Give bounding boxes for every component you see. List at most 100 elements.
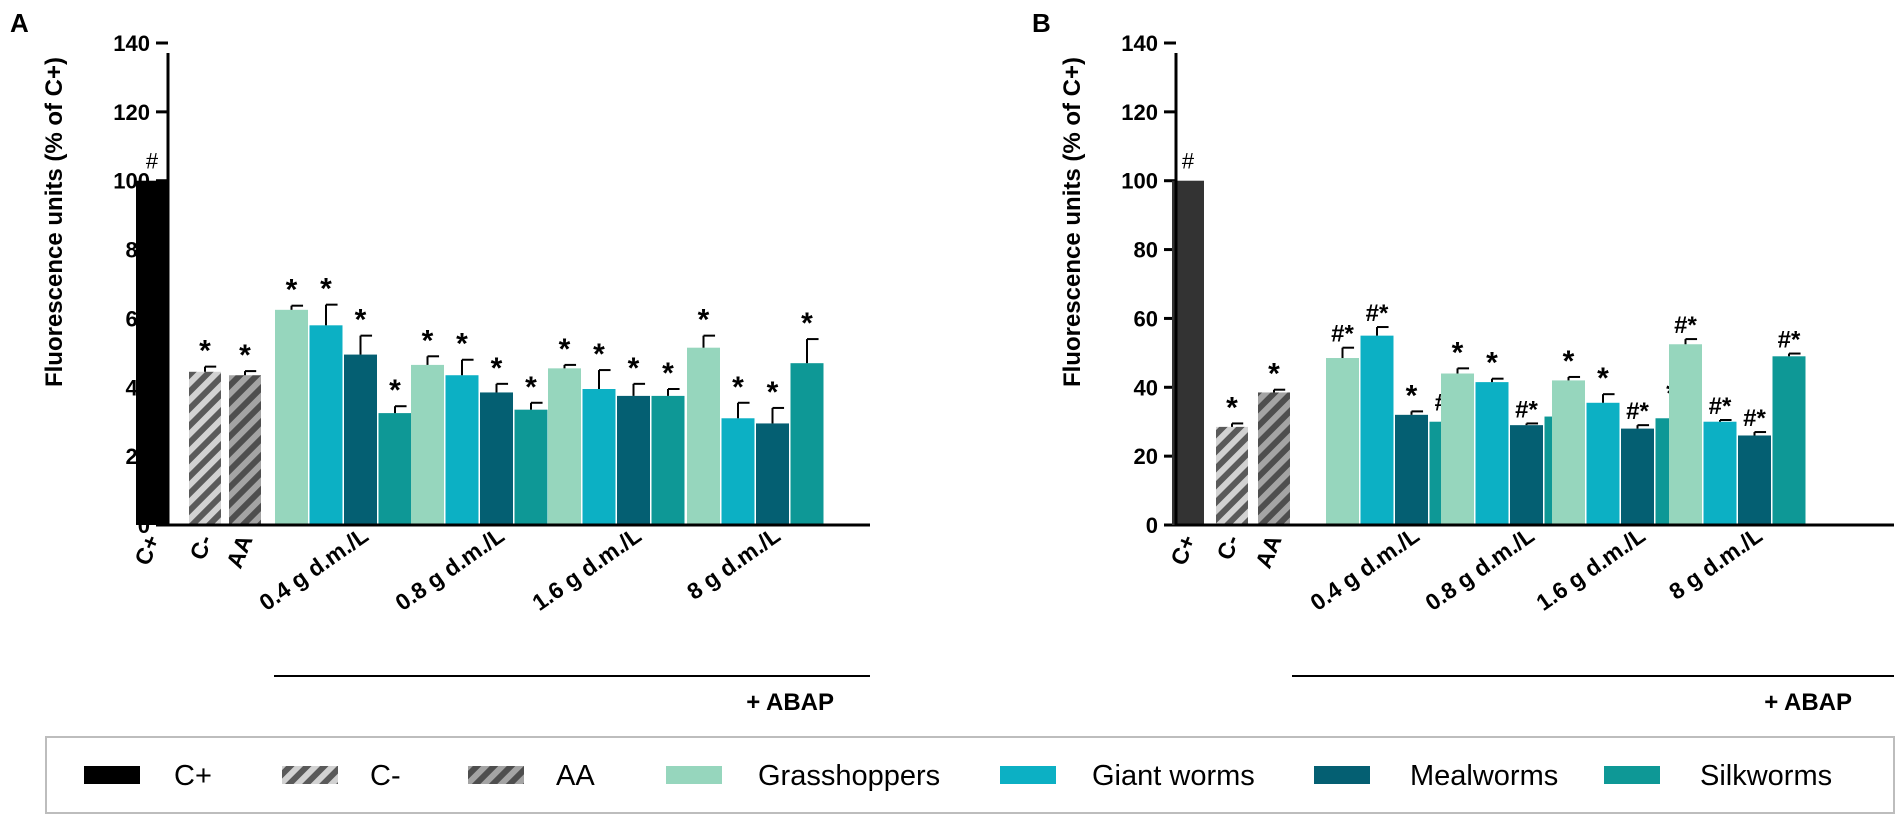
panel-a-0-8-g-d-m-l-mealworms-bar xyxy=(480,392,513,525)
panel-b-y-tick-label: 120 xyxy=(1121,100,1158,125)
panel-a-x-label-cminus: C- xyxy=(184,531,217,563)
panel-b-0-8-g-d-m-l-grasshoppers-bar xyxy=(1441,373,1474,525)
panel-b-0-4-g-d-m-l-grasshoppers-error-bar xyxy=(1341,346,1355,359)
panel-a-8-g-d-m-l-silkworms-bar xyxy=(790,363,824,525)
panel-a-cplus-significance-mark: # xyxy=(146,149,159,174)
panel-a-group-label-0-8-g-d-m-l: 0.8 g d.m./L xyxy=(390,522,509,616)
panel-a-x-label-cplus: C+ xyxy=(129,531,164,569)
panel-a-8-g-d-m-l-giant-worms-bar xyxy=(721,418,755,525)
panel-b-0-8-g-d-m-l-mealworms-significance-mark: #* xyxy=(1515,396,1538,423)
panel-b-8-g-d-m-l-mealworms-error-bar xyxy=(1753,431,1767,436)
panel-a-group-label-8-g-d-m-l: 8 g d.m./L xyxy=(682,522,785,605)
panel-a-0-4-g-d-m-l-giant-worms-bar xyxy=(309,325,343,525)
panel-b-8-g-d-m-l-silkworms-significance-mark: #* xyxy=(1778,327,1801,354)
panel-a-8-g-d-m-l-mealworms-significance-mark: * xyxy=(767,376,779,409)
panel-a-0-8-g-d-m-l-giant-worms-significance-mark: * xyxy=(456,328,468,361)
panel-a-8-g-d-m-l-mealworms-error-bar xyxy=(771,406,785,424)
panel-b-cminus-error-bar xyxy=(1231,422,1244,427)
panel-b-label: B xyxy=(1032,8,1051,38)
panel-a-1-6-g-d-m-l-silkworms-error-bar xyxy=(667,388,680,396)
panel-b-8-g-d-m-l-giant-worms-bar xyxy=(1703,421,1737,525)
panel-b-chart: B Fluorescence units (% of C+) 0 20 40 60 80… xyxy=(1032,8,1894,716)
panel-b-1-6-g-d-m-l-mealworms-significance-mark: #* xyxy=(1626,398,1649,425)
panel-a-cminus-significance-mark: * xyxy=(199,335,211,368)
legend-swatch-silkworms xyxy=(1604,766,1660,784)
panel-a-cminus-bar xyxy=(189,371,221,525)
panel-b-8-g-d-m-l-silkworms-error-bar xyxy=(1788,352,1801,357)
panel-a-0-8-g-d-m-l-mealworms-significance-mark: * xyxy=(491,352,503,385)
panel-a-aa-error-bar xyxy=(244,370,257,376)
panel-b-0-4-g-d-m-l-giant-worms-significance-mark: #* xyxy=(1366,300,1389,327)
panel-a-0-4-g-d-m-l-silkworms-error-bar xyxy=(394,405,407,414)
panel-a-group-label-1-6-g-d-m-l: 1.6 g d.m./L xyxy=(527,522,646,616)
panel-a-1-6-g-d-m-l-giant-worms-significance-mark: * xyxy=(593,338,605,371)
panel-b-group-label-0-4-g-d-m-l: 0.4 g d.m./L xyxy=(1305,522,1424,616)
panel-a-8-g-d-m-l-grasshoppers-bar xyxy=(687,347,720,525)
panel-a-0-8-g-d-m-l-grasshoppers-bar xyxy=(411,364,444,525)
panel-b-aa-significance-mark: * xyxy=(1268,358,1280,391)
panel-b-group-label-1-6-g-d-m-l: 1.6 g d.m./L xyxy=(1531,522,1650,616)
panel-a-aa-significance-mark: * xyxy=(239,339,251,372)
legend-label-silkworms: Silkworms xyxy=(1700,760,1832,792)
panel-a-0-8-g-d-m-l-grasshoppers-error-bar xyxy=(426,355,440,365)
legend-label-giant-worms: Giant worms xyxy=(1092,760,1255,792)
panel-a-cminus-error-bar xyxy=(204,365,217,372)
panel-b-cminus-bar xyxy=(1216,426,1248,525)
panel-a-y-tick-label: 120 xyxy=(113,100,150,125)
panel-a-8-g-d-m-l-giant-worms-significance-mark: * xyxy=(732,371,744,404)
panel-b-1-6-g-d-m-l-mealworms-error-bar xyxy=(1636,424,1650,429)
panel-b-y-tick-label: 0 xyxy=(1146,513,1158,538)
panel-a-0-8-g-d-m-l-mealworms-error-bar xyxy=(495,382,509,393)
panel-b-y-tick-label: 40 xyxy=(1134,375,1158,400)
panel-a-8-g-d-m-l-grasshoppers-error-bar xyxy=(702,334,716,348)
panel-b-0-4-g-d-m-l-grasshoppers-bar xyxy=(1326,358,1359,525)
panel-a-0-4-g-d-m-l-grasshoppers-significance-mark: * xyxy=(286,274,298,307)
panel-b-y-tick-label: 140 xyxy=(1121,31,1158,56)
panel-b-0-4-g-d-m-l-grasshoppers-significance-mark: #* xyxy=(1331,321,1354,348)
legend-label-aa: AA xyxy=(556,760,595,792)
panel-b-0-4-g-d-m-l-mealworms-bar xyxy=(1395,414,1428,525)
legend-box xyxy=(45,736,1895,814)
panel-b-y-tick-label: 20 xyxy=(1134,444,1158,469)
panel-a-8-g-d-m-l-silkworms-error-bar xyxy=(806,338,819,364)
panel-a-abap-label: + ABAP xyxy=(746,689,834,716)
panel-b-0-8-g-d-m-l-mealworms-bar xyxy=(1510,425,1543,525)
panel-a-1-6-g-d-m-l-silkworms-bar xyxy=(651,395,685,525)
panel-a-1-6-g-d-m-l-giant-worms-error-bar xyxy=(598,369,611,390)
panel-a-0-8-g-d-m-l-giant-worms-error-bar xyxy=(461,358,474,376)
panel-a-1-6-g-d-m-l-mealworms-error-bar xyxy=(632,382,646,396)
legend-swatch-aa xyxy=(468,766,524,784)
panel-a-0-4-g-d-m-l-giant-worms-significance-mark: * xyxy=(320,273,332,306)
legend-swatch-grasshoppers xyxy=(666,766,722,784)
panel-b-1-6-g-d-m-l-grasshoppers-significance-mark: * xyxy=(1563,345,1575,378)
panel-a-label: A xyxy=(10,8,29,38)
panel-a-0-4-g-d-m-l-grasshoppers-error-bar xyxy=(290,304,304,310)
panel-b-y-tick-label: 80 xyxy=(1134,238,1158,263)
panel-b-0-8-g-d-m-l-grasshoppers-error-bar xyxy=(1456,367,1470,374)
panel-a-1-6-g-d-m-l-grasshoppers-error-bar xyxy=(563,363,577,369)
panel-b-x-label-cminus: C- xyxy=(1211,531,1244,563)
panel-a-0-4-g-d-m-l-giant-worms-error-bar xyxy=(325,303,338,326)
legend-label-cplus: C+ xyxy=(174,760,212,792)
panel-b-0-8-g-d-m-l-grasshoppers-significance-mark: * xyxy=(1452,336,1464,369)
panel-a-group-label-0-4-g-d-m-l: 0.4 g d.m./L xyxy=(254,522,373,616)
panel-b-x-label-cplus: C+ xyxy=(1165,531,1200,569)
panel-b-group-label-8-g-d-m-l: 8 g d.m./L xyxy=(1664,522,1767,605)
panel-b-8-g-d-m-l-giant-worms-error-bar xyxy=(1719,418,1732,422)
panel-a-0-8-g-d-m-l-silkworms-error-bar xyxy=(530,401,543,410)
panel-b-group-label-0-8-g-d-m-l: 0.8 g d.m./L xyxy=(1420,522,1539,616)
panel-b-8-g-d-m-l-giant-worms-significance-mark: #* xyxy=(1709,393,1732,420)
legend-swatch-cminus xyxy=(282,766,338,784)
panel-a-1-6-g-d-m-l-mealworms-significance-mark: * xyxy=(628,352,640,385)
panel-b-1-6-g-d-m-l-grasshoppers-bar xyxy=(1552,380,1585,525)
panel-b-aa-bar xyxy=(1258,392,1290,525)
panel-a-8-g-d-m-l-mealworms-bar xyxy=(756,423,789,525)
panel-b-8-g-d-m-l-grasshoppers-significance-mark: #* xyxy=(1674,312,1697,339)
panel-b-aa-error-bar xyxy=(1273,388,1286,393)
panel-b-plot-area: # C+ * C- * AA #* #* * #* 0.4 g d.m./L * * #* * 0.8 g d… xyxy=(1165,149,1806,616)
panel-a-1-6-g-d-m-l-silkworms-significance-mark: * xyxy=(662,357,674,390)
panel-a-0-8-g-d-m-l-silkworms-bar xyxy=(514,409,548,525)
panel-a-8-g-d-m-l-giant-worms-error-bar xyxy=(737,401,750,419)
panel-a-0-8-g-d-m-l-giant-worms-bar xyxy=(445,375,479,525)
panel-a-0-4-g-d-m-l-mealworms-significance-mark: * xyxy=(355,304,367,337)
